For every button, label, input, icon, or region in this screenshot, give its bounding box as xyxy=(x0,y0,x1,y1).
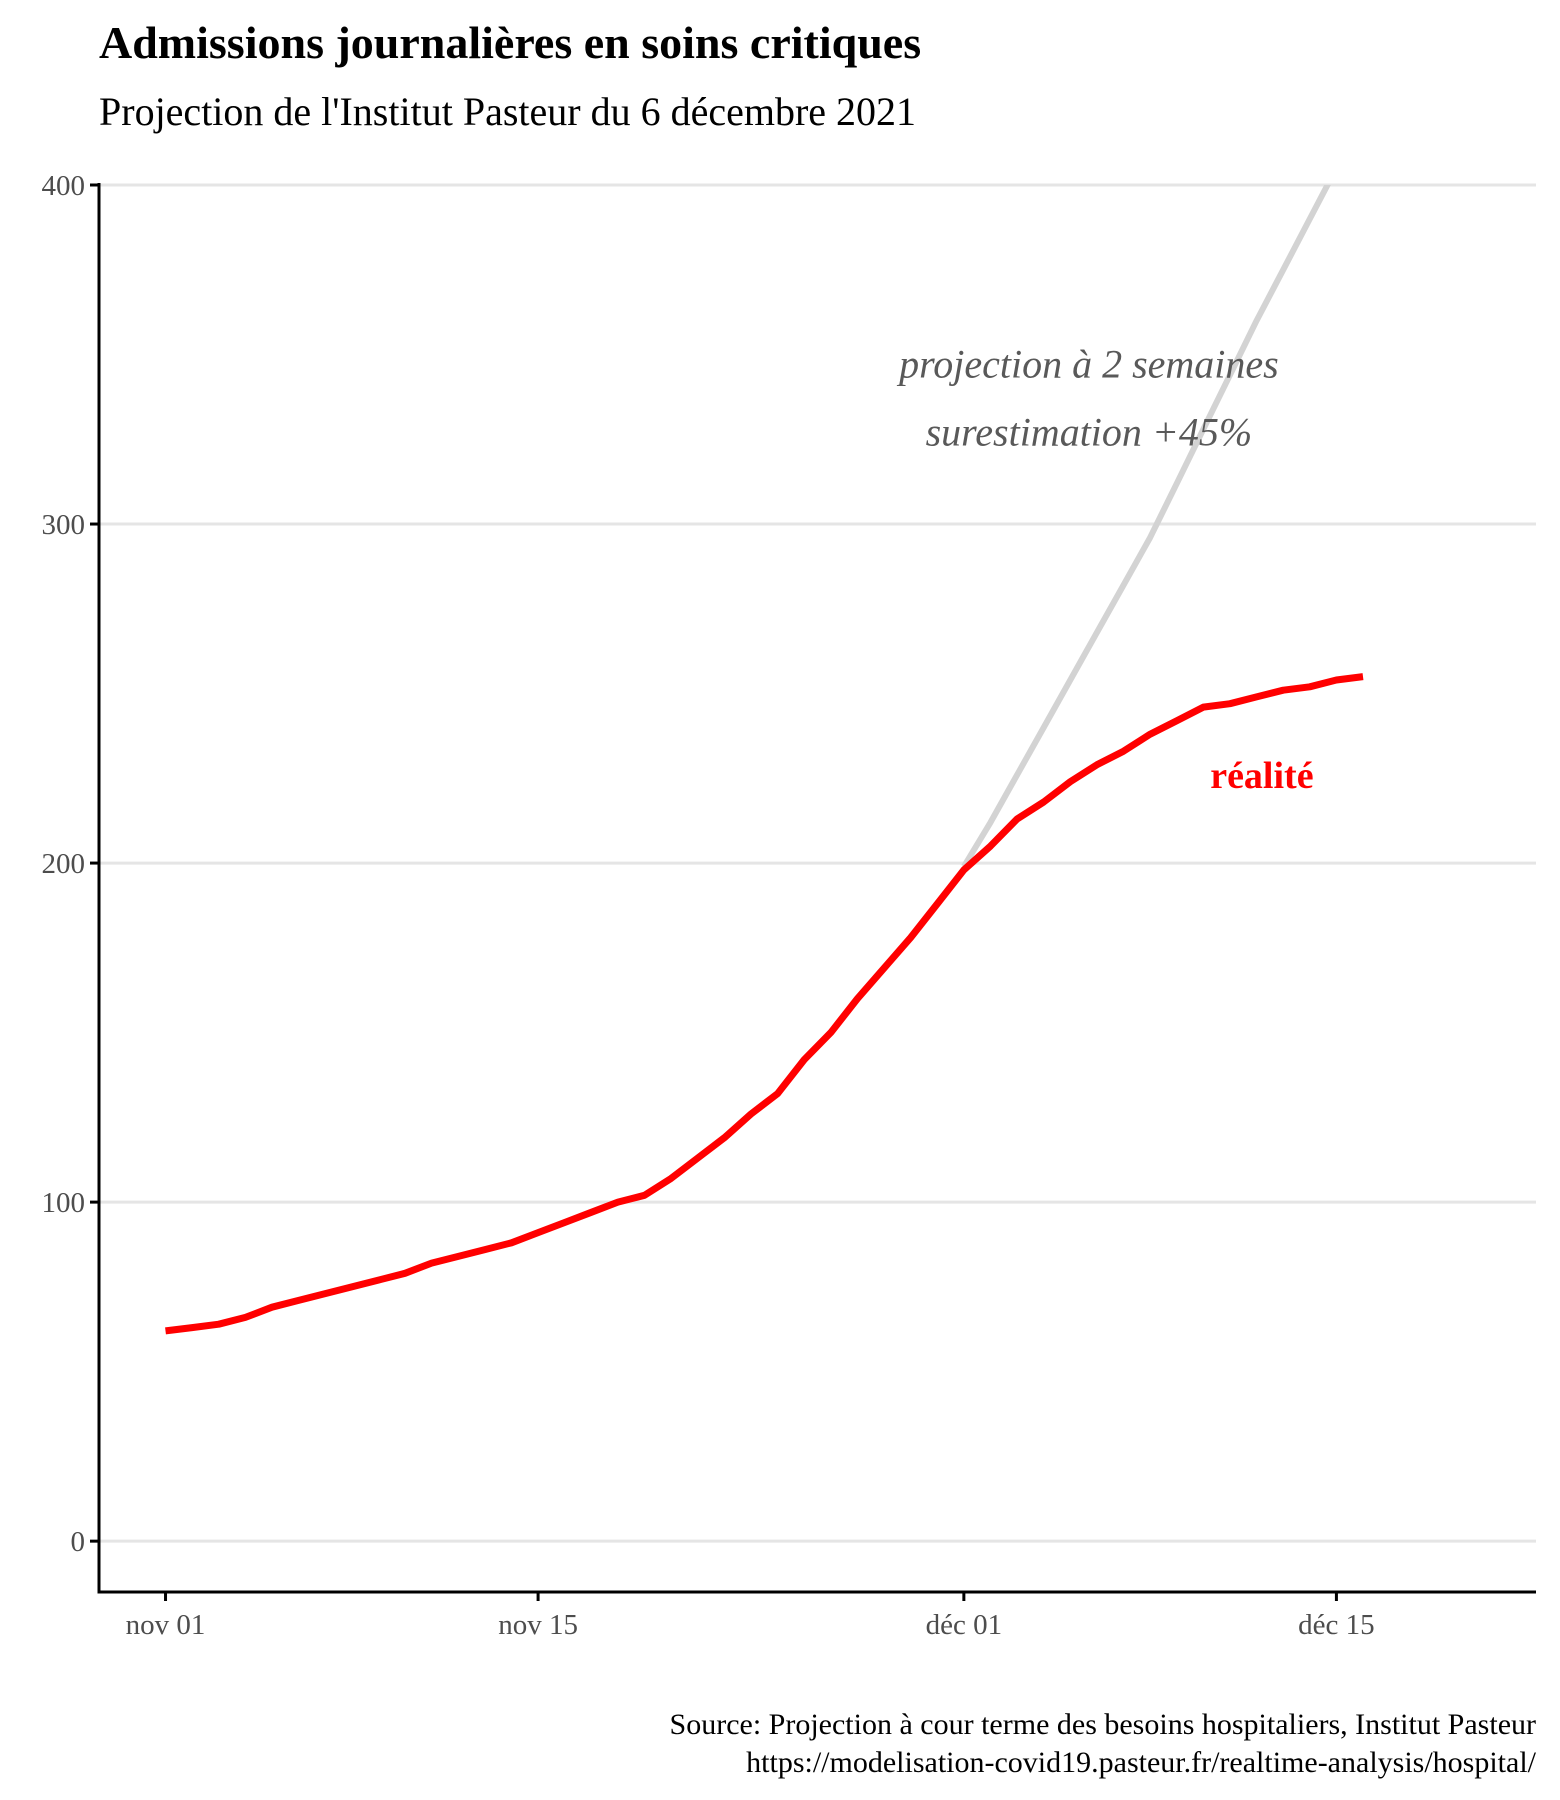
projection-line xyxy=(961,185,1331,869)
y-tick-label: 100 xyxy=(42,1187,86,1219)
reality-line xyxy=(165,673,1364,1335)
annotation-overestimation-label: surestimation +45% xyxy=(926,409,1253,454)
x-tick-label: nov 15 xyxy=(498,1609,578,1641)
caption-source: Source: Projection à cour terme des beso… xyxy=(670,1708,1536,1741)
series-layer xyxy=(165,185,1364,1335)
grid-layer xyxy=(99,183,1536,1543)
y-tick-label: 300 xyxy=(42,509,86,541)
annotation-projection-label: projection à 2 semaines xyxy=(896,342,1279,387)
x-tick-label: déc 01 xyxy=(926,1609,1003,1641)
chart-title: Admissions journalières en soins critiqu… xyxy=(99,17,921,68)
x-tick-label: nov 01 xyxy=(126,1609,206,1641)
annotation-reality-label: réalité xyxy=(1210,755,1313,797)
y-tick-label: 400 xyxy=(42,170,86,202)
y-tick-label: 0 xyxy=(71,1526,86,1558)
axis-layer: 0 100 200 300 400 nov 01 nov 15 déc 01 déc 15 xyxy=(42,170,1536,1641)
caption-url: https://modelisation-covid19.pasteur.fr/… xyxy=(746,1746,1537,1779)
x-tick-label: déc 15 xyxy=(1298,1609,1375,1641)
y-tick-label: 200 xyxy=(42,848,86,880)
chart-subtitle: Projection de l'Institut Pasteur du 6 dé… xyxy=(99,89,916,134)
